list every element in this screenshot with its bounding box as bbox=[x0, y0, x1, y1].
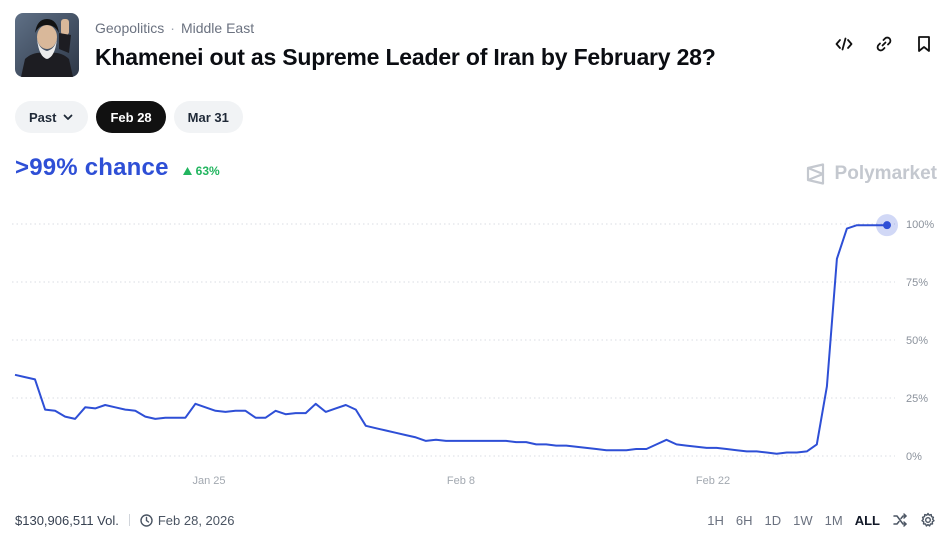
date-pill-feb-28[interactable]: Feb 28 bbox=[96, 101, 166, 133]
polymarket-logo-icon bbox=[806, 163, 824, 185]
chart-footer: $130,906,511 Vol. Feb 28, 2026 1H 6H 1D … bbox=[15, 509, 936, 531]
embed-icon[interactable] bbox=[834, 34, 854, 54]
breadcrumb-category[interactable]: Geopolitics bbox=[95, 20, 165, 36]
timeframe-1w[interactable]: 1W bbox=[793, 512, 813, 528]
timeframe-all[interactable]: ALL bbox=[854, 512, 880, 528]
shuffle-icon[interactable] bbox=[892, 512, 908, 528]
brand-name: Polymarket bbox=[834, 163, 937, 184]
timeframe-1h[interactable]: 1H bbox=[707, 512, 724, 528]
timeframe-1d[interactable]: 1D bbox=[764, 512, 782, 528]
chance-summary: >99% chance 63% bbox=[15, 154, 220, 182]
breadcrumb-separator: · bbox=[170, 20, 175, 36]
link-icon[interactable] bbox=[874, 34, 894, 54]
breadcrumb-subcategory[interactable]: Middle East bbox=[180, 20, 255, 36]
y-tick-label: 75% bbox=[906, 277, 928, 289]
y-tick-label: 0% bbox=[906, 451, 922, 463]
breadcrumb: Geopolitics · Middle East bbox=[95, 20, 254, 36]
end-date-text: Feb 28, 2026 bbox=[157, 512, 235, 528]
settings-gear-icon[interactable] bbox=[920, 512, 936, 528]
y-tick-label: 50% bbox=[906, 335, 928, 347]
market-actions bbox=[834, 34, 934, 54]
footer-divider bbox=[128, 514, 130, 526]
triangle-up-icon bbox=[182, 167, 192, 175]
timeframe-6h[interactable]: 6H bbox=[735, 512, 753, 528]
chance-change-value: 63% bbox=[195, 164, 220, 178]
x-tick-label: Feb 8 bbox=[447, 475, 475, 487]
date-pill-mar-31[interactable]: Mar 31 bbox=[173, 101, 243, 133]
chance-value: >99% chance bbox=[15, 154, 169, 181]
bookmark-icon[interactable] bbox=[914, 34, 934, 54]
end-date: Feb 28, 2026 bbox=[140, 512, 235, 528]
volume-text: $130,906,511 Vol. bbox=[15, 512, 119, 528]
chevron-down-icon bbox=[64, 114, 73, 120]
y-tick-label: 25% bbox=[906, 393, 928, 405]
past-label: Past bbox=[29, 109, 57, 125]
page-title: Khamenei out as Supreme Leader of Iran b… bbox=[95, 44, 716, 70]
price-chart[interactable]: 100% 75% 50% 25% 0% Jan 25 Feb 8 Feb 22 bbox=[0, 195, 948, 495]
last-point-marker bbox=[883, 221, 891, 230]
x-tick-label: Feb 22 bbox=[696, 475, 730, 487]
series-line bbox=[14, 224, 887, 455]
polymarket-watermark: Polymarket bbox=[805, 163, 937, 185]
y-tick-label: 100% bbox=[906, 219, 934, 231]
timeframe-1m[interactable]: 1M bbox=[824, 512, 843, 528]
market-thumbnail bbox=[15, 13, 79, 77]
past-dropdown[interactable]: Past bbox=[15, 101, 89, 133]
date-filter-pills: Past Feb 28 Mar 31 bbox=[15, 101, 243, 133]
x-tick-label: Jan 25 bbox=[192, 475, 225, 487]
chance-change: 63% bbox=[182, 164, 220, 178]
timeframe-selector: 1H 6H 1D 1W 1M ALL bbox=[707, 512, 936, 528]
clock-icon bbox=[140, 513, 153, 527]
